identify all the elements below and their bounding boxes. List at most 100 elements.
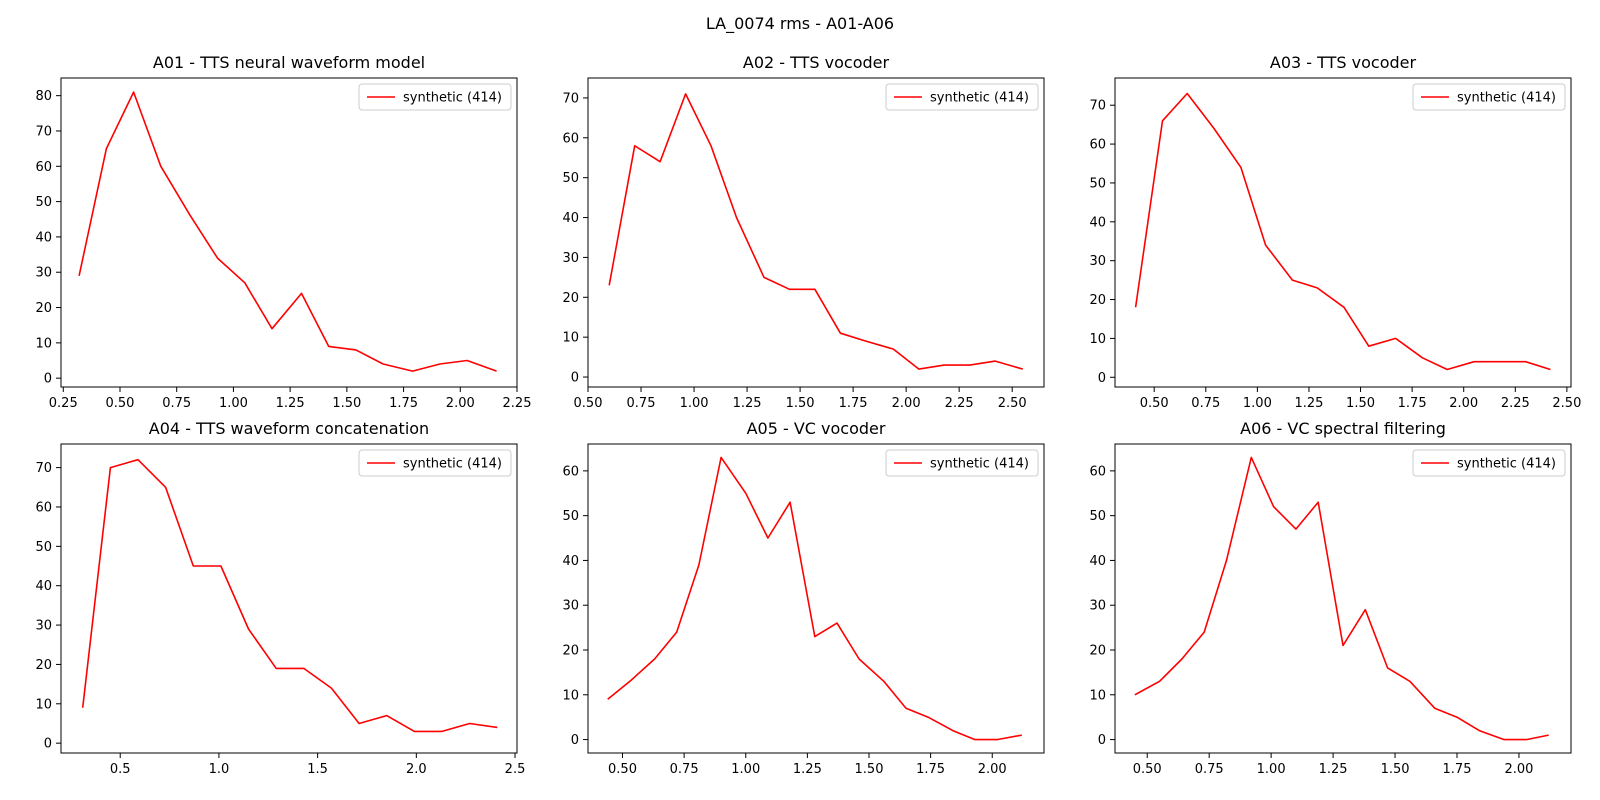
y-tick-label: 20 [562, 644, 579, 659]
y-tick-label: 40 [1089, 554, 1106, 569]
y-tick-label: 10 [35, 336, 52, 351]
x-tick-label: 1.75 [389, 396, 418, 411]
y-tick-label: 60 [1089, 464, 1106, 479]
x-tick-label: 1.25 [793, 762, 822, 777]
legend: synthetic (414) [1412, 449, 1566, 477]
x-tick-label: 0.75 [1191, 396, 1220, 411]
x-tick-label: 2.00 [1449, 396, 1478, 411]
legend-box [358, 83, 512, 111]
axes-frame [1114, 443, 1572, 754]
subplot-6: A06 - VC spectral filtering 0.50 0.75 1.00 1… [1089, 419, 1572, 777]
y-tick-label: 60 [1089, 138, 1106, 153]
y-tick-label: 70 [562, 91, 579, 106]
x-tick-label: 2.00 [978, 762, 1007, 777]
x-tick-label: 1.25 [1294, 396, 1323, 411]
axes-frame [587, 443, 1045, 754]
y-tick-label: 0 [1098, 733, 1106, 748]
y-tick-label: 30 [562, 599, 579, 614]
y-tick-label: 30 [1089, 599, 1106, 614]
axes-frame [60, 443, 518, 754]
x-tick-label: 2.25 [1501, 396, 1530, 411]
legend-label: synthetic (414) [1457, 457, 1556, 472]
x-tick-label: 1.00 [219, 396, 248, 411]
x-tick-label: 1.00 [731, 762, 760, 777]
x-tick-label: 0.50 [106, 396, 135, 411]
subplot-title: A06 - VC spectral filtering [1240, 419, 1446, 438]
y-tick-label: 10 [35, 697, 52, 712]
y-tick-label: 50 [1089, 509, 1106, 524]
y-tick-label: 30 [1089, 254, 1106, 269]
axes-frame [60, 77, 518, 388]
x-tick-label: 0.75 [162, 396, 191, 411]
y-tick-label: 50 [35, 195, 52, 210]
y-tick-label: 30 [562, 251, 579, 266]
y-tick-label: 70 [35, 124, 52, 139]
x-tick-label: 1.0 [209, 762, 230, 777]
x-tick-label: 1.75 [916, 762, 945, 777]
x-tick-label: 2.50 [1552, 396, 1581, 411]
subplot-4: A04 - TTS waveform concatenation 0.5 1.0 1.… [35, 419, 525, 777]
x-tick-label: 0.50 [574, 396, 603, 411]
legend-label: synthetic (414) [403, 91, 502, 106]
y-tick-label: 60 [35, 500, 52, 515]
subplot-title: A03 - TTS vocoder [1270, 53, 1417, 72]
y-tick-label: 40 [35, 230, 52, 245]
y-tick-label: 30 [35, 619, 52, 634]
y-tick-label: 20 [1089, 644, 1106, 659]
x-tick-label: 1.25 [276, 396, 305, 411]
y-tick-label: 70 [1089, 99, 1106, 114]
subplot-1: A01 - TTS neural waveform model 0.25 0.50 0… [35, 53, 531, 411]
y-tick-label: 0 [44, 737, 52, 752]
legend: synthetic (414) [885, 449, 1039, 477]
x-tick-label: 2.00 [1504, 762, 1533, 777]
y-tick-label: 0 [571, 733, 579, 748]
y-tick-label: 40 [1089, 215, 1106, 230]
y-tick-label: 40 [562, 554, 579, 569]
legend-box [1412, 449, 1566, 477]
x-tick-label: 1.75 [1398, 396, 1427, 411]
y-tick-label: 50 [35, 540, 52, 555]
subplot-title: A05 - VC vocoder [747, 419, 886, 438]
subplot-title: A02 - TTS vocoder [743, 53, 890, 72]
axes-frame [587, 77, 1045, 388]
y-tick-label: 40 [35, 579, 52, 594]
x-tick-label: 0.75 [670, 762, 699, 777]
subplot-2: A02 - TTS vocoder 0.50 0.75 1.00 1.25 1.50 1.7… [562, 53, 1045, 411]
legend-label: synthetic (414) [403, 457, 502, 472]
series-line [607, 456, 1022, 741]
x-tick-label: 1.25 [733, 396, 762, 411]
y-tick-label: 10 [562, 688, 579, 703]
legend-label: synthetic (414) [1457, 91, 1556, 106]
y-tick-label: 0 [44, 372, 52, 387]
y-tick-label: 30 [35, 266, 52, 281]
series-line [1134, 456, 1549, 741]
x-tick-label: 1.75 [1443, 762, 1472, 777]
x-tick-label: 0.50 [1133, 762, 1162, 777]
y-tick-label: 20 [35, 301, 52, 316]
y-tick-label: 10 [1089, 688, 1106, 703]
legend: synthetic (414) [358, 83, 512, 111]
x-tick-label: 1.5 [307, 762, 328, 777]
y-tick-label: 20 [1089, 293, 1106, 308]
legend-box [358, 449, 512, 477]
y-tick-label: 50 [562, 171, 579, 186]
subplot-5: A05 - VC vocoder 0.50 0.75 1.00 1.25 1.50 1.75… [562, 419, 1045, 777]
legend-box [885, 449, 1039, 477]
x-tick-label: 0.75 [627, 396, 656, 411]
y-tick-label: 20 [35, 658, 52, 673]
x-tick-label: 0.5 [110, 762, 131, 777]
x-tick-label: 1.50 [1346, 396, 1375, 411]
legend-box [885, 83, 1039, 111]
x-tick-label: 2.25 [503, 396, 532, 411]
y-tick-label: 60 [562, 464, 579, 479]
legend-box [1412, 83, 1566, 111]
x-tick-label: 1.00 [1243, 396, 1272, 411]
x-tick-label: 2.00 [892, 396, 921, 411]
series-line [78, 91, 497, 372]
subplot-3: A03 - TTS vocoder 0.50 0.75 1.00 1.25 1.50 1.7… [1089, 53, 1581, 411]
x-tick-label: 2.5 [505, 762, 526, 777]
x-tick-label: 0.75 [1195, 762, 1224, 777]
